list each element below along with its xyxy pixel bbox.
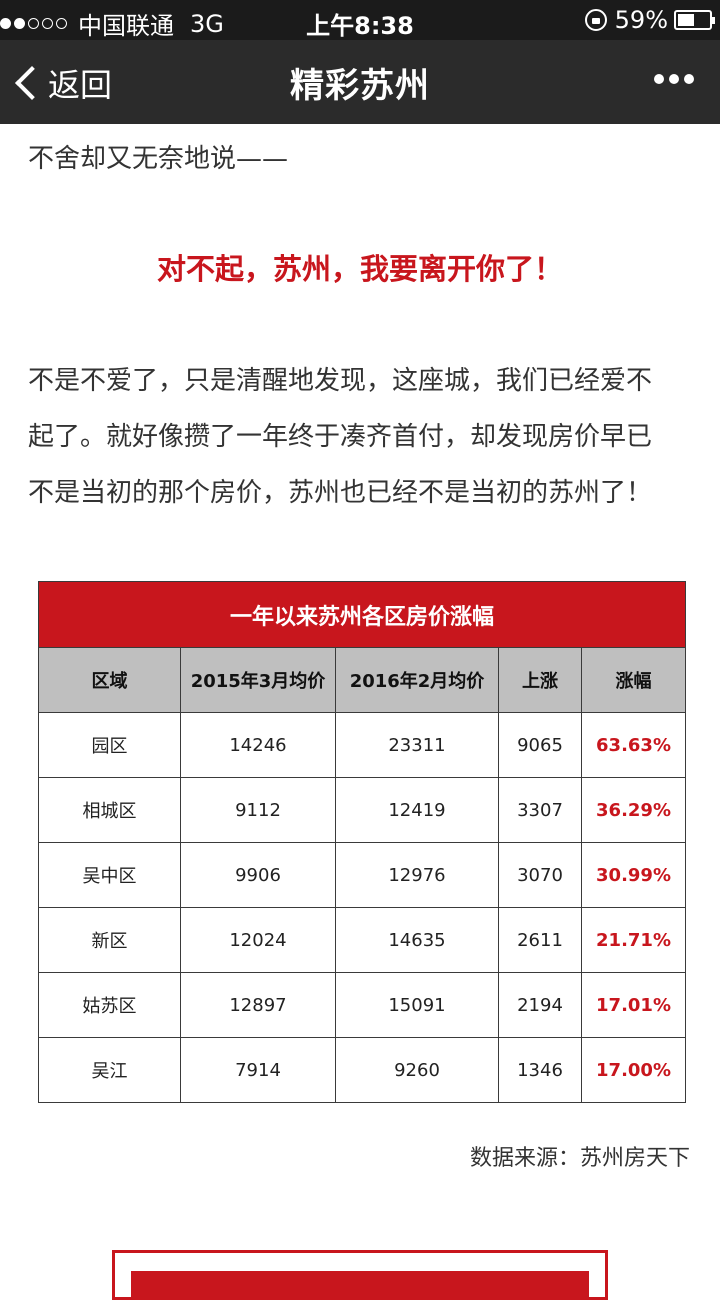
table-row: 新区 12024 14635 2611 21.71% [38,907,687,973]
rotation-lock-icon [584,9,607,31]
back-label: 返回 [48,66,113,104]
cell-price-2015: 12897 [180,972,336,1038]
cell-growth-rate: 30.99% [580,842,687,908]
status-left: 中国联通 3G [0,6,224,41]
cell-price-2015: 12024 [180,907,336,973]
cell-price-2015: 7914 [180,1037,336,1103]
carrier-name: 中国联通 [78,12,174,40]
cell-increase: 3070 [498,842,582,908]
network-type: 3G [190,9,224,38]
status-time: 上午8:38 [306,12,414,40]
price-table: 一年以来苏州各区房价涨幅 区域 2015年3月均价 2016年2月均价 上涨 涨… [37,581,687,1103]
table-row: 园区 14246 23311 9065 63.63% [38,712,687,778]
cell-growth-rate: 63.63% [580,712,687,778]
cell-increase: 1346 [498,1037,582,1103]
cell-increase: 2194 [498,972,582,1038]
cell-growth-rate: 17.00% [580,1037,687,1103]
more-dots-icon[interactable] [649,74,694,84]
data-source-note: 数据来源：苏州房天下 [469,1146,690,1171]
cell-growth-rate: 17.01% [580,972,687,1038]
table-title: 一年以来苏州各区房价涨幅 [37,581,687,648]
column-header: 2015年3月均价 [180,647,336,713]
cell-price-2015: 9112 [180,777,336,843]
cell-district: 相城区 [38,777,181,843]
cell-price-2016: 15091 [335,972,499,1038]
cell-price-2016: 23311 [335,712,499,778]
cell-district: 吴江 [38,1037,181,1103]
cell-growth-rate: 21.71% [580,907,687,973]
column-header: 涨幅 [580,647,687,713]
cell-increase: 3307 [498,777,582,843]
table-row: 吴中区 9906 12976 3070 30.99% [38,842,687,908]
intro-line: 不舍却又无奈地说—— [28,144,289,174]
cell-district: 吴中区 [38,842,181,908]
cell-price-2016: 12976 [335,842,499,908]
cell-price-2016: 9260 [335,1037,499,1103]
paragraph-line: 不是不爱了，只是清醒地发现，这座城，我们已经爱不 [28,366,653,396]
signal-strength-icon [0,18,70,29]
status-right: 59% [584,6,715,34]
cell-increase: 2611 [498,907,582,973]
battery-percent: 59% [614,6,668,34]
next-article-image [112,1250,608,1300]
column-header: 区域 [38,647,181,713]
cell-district: 新区 [38,907,181,973]
cell-increase: 9065 [498,712,582,778]
table-row: 姑苏区 12897 15091 2194 17.01% [38,972,687,1038]
cell-district: 姑苏区 [38,972,181,1038]
column-header: 上涨 [498,647,582,713]
battery-icon [674,10,715,30]
table-row: 吴江 7914 9260 1346 17.00% [38,1037,687,1103]
nav-bar: 返回 精彩苏州 [0,40,720,124]
column-header: 2016年2月均价 [335,647,499,713]
paragraph-line: 起了。就好像攒了一年终于凑齐首付，却发现房价早已 [28,422,653,452]
battery-fill [678,14,695,26]
page-title: 精彩苏州 [290,66,430,106]
headline: 对不起，苏州，我要离开你了！ [156,252,563,286]
back-button[interactable]: 返回 [14,60,112,106]
cell-price-2015: 14246 [180,712,336,778]
table-header-row: 区域 2015年3月均价 2016年2月均价 上涨 涨幅 [38,647,687,713]
cell-growth-rate: 36.29% [580,777,687,843]
status-bar: 中国联通 3G 上午8:38 59% [0,0,720,40]
cell-price-2016: 14635 [335,907,499,973]
cell-price-2016: 12419 [335,777,499,843]
paragraph-line: 不是当初的那个房价，苏州也已经不是当初的苏州了！ [28,478,653,508]
table-row: 相城区 9112 12419 3307 36.29% [38,777,687,843]
cell-price-2015: 9906 [180,842,336,908]
cell-district: 园区 [38,712,181,778]
